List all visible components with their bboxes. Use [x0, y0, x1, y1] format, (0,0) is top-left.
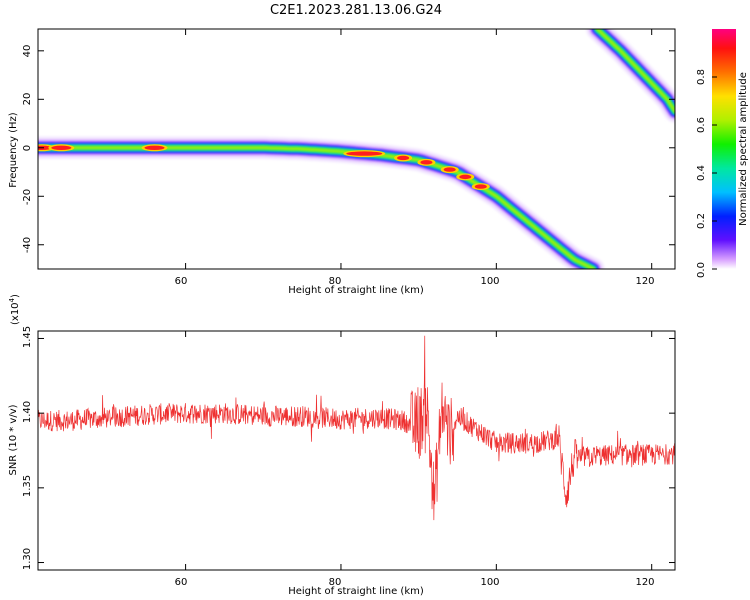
peak-core: [346, 151, 383, 156]
peak-core: [51, 145, 72, 150]
peak-core: [420, 160, 433, 165]
y-tick-label: 40: [22, 45, 33, 58]
peak-core: [459, 174, 472, 180]
colorbar-ticks: [712, 76, 717, 270]
x-tick-label: 80: [329, 577, 342, 588]
colorbar-gradient: [712, 29, 736, 269]
ridge-band-main-6: [38, 146, 595, 269]
multiplier-suffix: ): [10, 294, 21, 298]
colorbar-tick-label: 0.6: [696, 117, 707, 133]
peak-core: [144, 145, 165, 150]
colorbar-tick-label: 0.0: [696, 262, 707, 278]
y-tick-label: 1.30: [22, 548, 33, 570]
spectrogram-ridges: [38, 29, 675, 269]
y-tick-label: 0: [22, 145, 33, 151]
colorbar-tick-label: 0.8: [696, 69, 707, 85]
y-tick-label: -20: [22, 189, 33, 205]
snr-plot-area: [38, 335, 675, 521]
spectrogram-frame: [37, 28, 676, 270]
x-tick-label: 120: [635, 577, 654, 588]
x-tick-label: 100: [480, 577, 499, 588]
snr-panel: 60 80 100 120 Height of straight line (k…: [8, 294, 676, 597]
multiplier-prefix: (x10: [10, 302, 21, 325]
x-axis-label: Height of straight line (km): [288, 586, 424, 597]
x-tick-label: 80: [329, 276, 342, 287]
peak-core: [443, 167, 456, 172]
colorbar-tick-label: 0.2: [696, 213, 707, 229]
colorbar-tick-label: 0.4: [696, 165, 707, 181]
spectrogram-panel: 60 80 100 120 Height of straight line (k…: [8, 28, 676, 296]
colorbar: 0.0 0.2 0.4 0.6 0.8 Normalized spectral …: [696, 29, 749, 278]
x-axis-label: Height of straight line (km): [288, 285, 424, 296]
y-multiplier: (x104): [8, 294, 21, 325]
snr-series-line: [38, 335, 675, 521]
svg-text:(x104): (x104): [8, 294, 21, 325]
y-axis-label: Frequency (Hz): [8, 112, 19, 188]
x-tick-label: 60: [175, 276, 188, 287]
x-tick-label: 100: [480, 276, 499, 287]
y-tick-label: 1.40: [22, 401, 33, 423]
x-tick-label: 60: [175, 577, 188, 588]
ridge-band-aliased-6: [595, 29, 675, 113]
y-axis-label: SNR (10 * v/v): [8, 404, 19, 475]
y-tick-label: 20: [22, 93, 33, 106]
snr-ticks: [38, 331, 675, 570]
x-tick-label: 120: [635, 276, 654, 287]
y-tick-label: -40: [22, 237, 33, 253]
spectrogram-ticks: [38, 29, 675, 269]
y-tick-label: 1.35: [22, 475, 33, 497]
figure-title: C2E1.2023.281.13.06.G24: [270, 3, 442, 18]
multiplier-exponent: 4: [8, 297, 16, 302]
peak-core: [397, 155, 410, 161]
snr-frame: [37, 330, 676, 571]
colorbar-label: Normalized spectral amplitude: [738, 72, 749, 226]
y-tick-label: 1.45: [22, 326, 33, 348]
peak-core: [38, 145, 52, 150]
peak-core: [474, 184, 487, 189]
